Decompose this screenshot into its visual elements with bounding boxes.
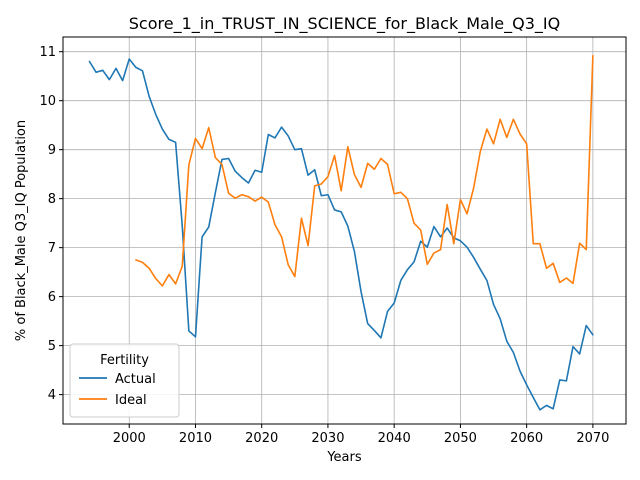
y-tick-label: 10 <box>39 94 56 109</box>
axis-ticks: 2000 2010 2020 2030 2040 2050 2060 2070 4 5 6 7 8 9 10… <box>39 45 609 446</box>
legend: Fertility Actual Ideal <box>69 343 180 418</box>
series-line-ideal <box>135 54 594 287</box>
y-tick-label: 9 <box>48 143 56 158</box>
x-tick-label: 2070 <box>576 431 609 446</box>
legend-label-ideal: Ideal <box>115 393 147 408</box>
plot-frame <box>62 36 627 425</box>
y-tick-label: 8 <box>48 192 56 207</box>
y-tick-label: 11 <box>39 45 56 60</box>
y-tick-label: 5 <box>48 339 56 354</box>
series-line-actual <box>88 58 594 411</box>
x-tick-label: 2020 <box>245 431 278 446</box>
x-tick-label: 2040 <box>378 431 411 446</box>
legend-title: Fertility <box>100 353 149 368</box>
y-tick-label: 7 <box>48 241 56 256</box>
y-tick-label: 6 <box>48 290 56 305</box>
chart-title: Score_1_in_TRUST_IN_SCIENCE_for_Black_Ma… <box>129 14 560 34</box>
x-tick-label: 2030 <box>311 431 344 446</box>
y-tick-label: 4 <box>48 388 56 403</box>
x-tick-label: 2010 <box>179 431 212 446</box>
x-axis-label: Years <box>326 450 362 465</box>
series-lines <box>88 54 594 411</box>
x-tick-label: 2000 <box>113 431 146 446</box>
x-tick-label: 2060 <box>510 431 543 446</box>
legend-label-actual: Actual <box>115 372 156 387</box>
y-axis-label: % of Black_Male Q3_IQ Population <box>14 120 29 341</box>
x-tick-label: 2050 <box>444 431 477 446</box>
